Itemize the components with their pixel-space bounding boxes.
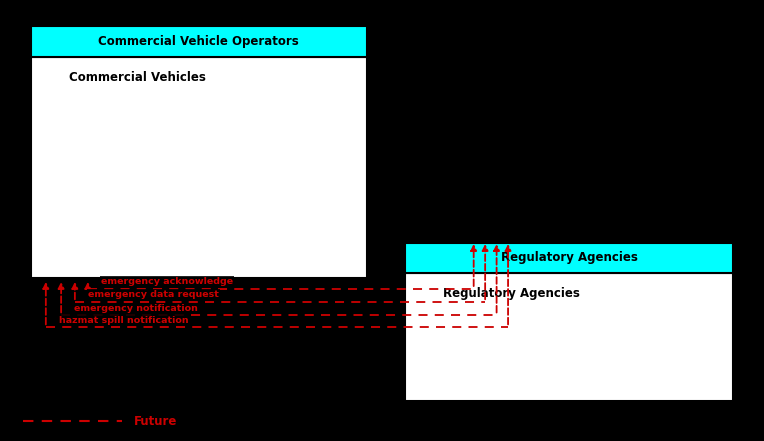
Bar — [31, 26, 367, 57]
Text: emergency notification: emergency notification — [74, 304, 198, 313]
Bar — [405, 273, 733, 401]
Text: Regulatory Agencies: Regulatory Agencies — [443, 287, 580, 299]
Text: Commercial Vehicle Operators: Commercial Vehicle Operators — [99, 35, 299, 49]
Text: Future: Future — [134, 415, 177, 428]
Text: Regulatory Agencies: Regulatory Agencies — [500, 251, 638, 265]
Bar — [405, 243, 733, 273]
Text: emergency acknowledge: emergency acknowledge — [101, 277, 233, 286]
Text: hazmat spill notification: hazmat spill notification — [59, 316, 189, 325]
Text: emergency data request: emergency data request — [88, 291, 219, 299]
Text: Commercial Vehicles: Commercial Vehicles — [69, 71, 206, 83]
Bar — [31, 57, 367, 278]
